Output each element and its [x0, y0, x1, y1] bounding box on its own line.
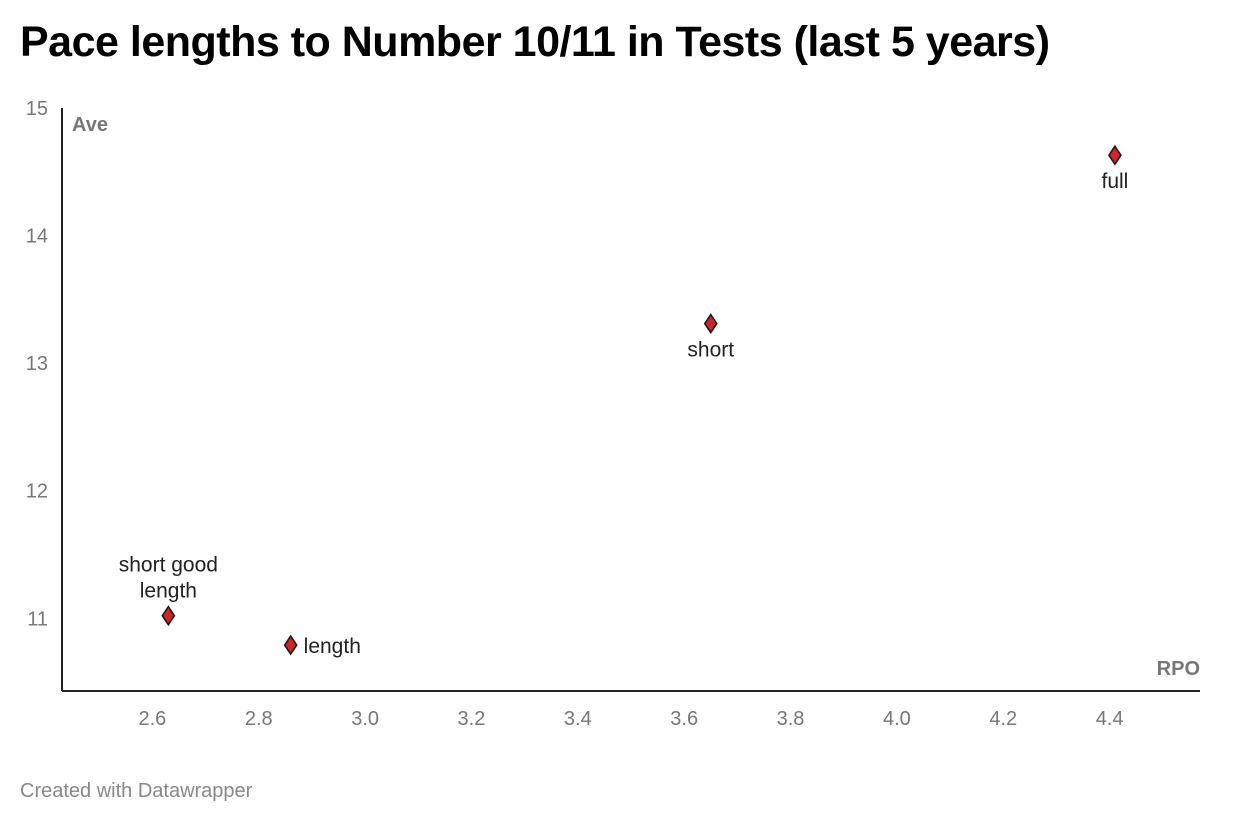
y-tick-label: 15: [26, 98, 48, 120]
y-tick-label: 13: [26, 353, 48, 375]
x-tick-label: 4.4: [1096, 708, 1124, 730]
scatter-chart: 11 12 13 14 15 2.6 2.8 3.0 3.2 3.4 3.6 3.8 4.0 4.2 4.…: [26, 98, 1200, 730]
data-point: full: [1101, 144, 1128, 193]
diamond-marker: [703, 313, 718, 335]
data-points: short good length length short full: [119, 144, 1128, 658]
data-point: short: [687, 313, 734, 362]
x-axis-ticks: 2.6 2.8 3.0 3.2 3.4 3.6 3.8 4.0 4.2 4.4: [138, 708, 1123, 730]
point-label: full: [1101, 170, 1128, 193]
x-tick-label: 3.6: [670, 708, 698, 730]
x-tick-label: 3.0: [351, 708, 379, 730]
footer-credit: Created with Datawrapper: [20, 780, 253, 802]
point-label: short: [687, 339, 734, 362]
x-tick-label: 2.8: [245, 708, 273, 730]
x-tick-label: 3.4: [564, 708, 592, 730]
point-label: length: [304, 635, 361, 658]
y-axis-ticks: 11 12 13 14 15: [26, 98, 48, 630]
diamond-marker: [283, 634, 298, 656]
y-tick-label: 12: [26, 481, 48, 503]
diamond-marker: [161, 605, 176, 627]
y-tick-label: 14: [26, 226, 48, 248]
point-label: length: [140, 580, 197, 603]
y-tick-label: 11: [27, 608, 48, 630]
diamond-marker: [1107, 144, 1122, 166]
y-axis-title: Ave: [72, 114, 108, 136]
x-tick-label: 3.8: [777, 708, 805, 730]
chart-title: Pace lengths to Number 10/11 in Tests (l…: [20, 18, 1050, 66]
x-tick-label: 2.6: [138, 708, 166, 730]
x-tick-label: 4.0: [883, 708, 911, 730]
x-tick-label: 4.2: [989, 708, 1017, 730]
x-axis-title: RPO: [1157, 658, 1200, 680]
data-point: short good length: [119, 554, 218, 627]
data-point: length: [283, 634, 361, 658]
x-tick-label: 3.2: [458, 708, 486, 730]
point-label: short good: [119, 554, 218, 577]
